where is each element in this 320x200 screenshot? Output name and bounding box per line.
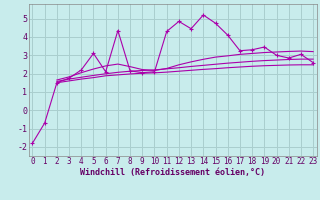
X-axis label: Windchill (Refroidissement éolien,°C): Windchill (Refroidissement éolien,°C) — [80, 168, 265, 177]
